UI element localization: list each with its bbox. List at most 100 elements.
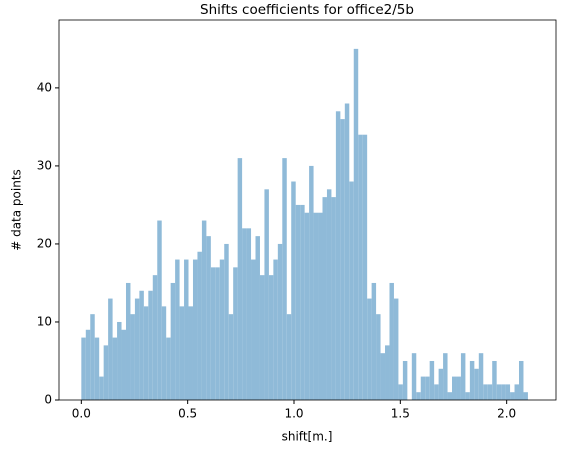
bar <box>121 329 126 400</box>
bar <box>237 158 243 400</box>
bar <box>170 282 176 400</box>
bar <box>322 197 327 400</box>
bar <box>175 259 180 400</box>
bar <box>139 290 144 400</box>
y-tick-label: 0 <box>44 393 52 407</box>
bar <box>496 384 502 400</box>
bar <box>514 384 519 400</box>
bar <box>478 353 484 400</box>
bar <box>108 298 113 400</box>
bar <box>157 220 162 400</box>
bar <box>416 392 421 400</box>
bar <box>362 134 368 400</box>
bar <box>215 267 220 400</box>
bar <box>282 158 287 400</box>
bar <box>246 228 252 400</box>
bar <box>465 392 470 400</box>
bar <box>434 384 439 400</box>
bar <box>143 306 149 400</box>
bar <box>447 392 453 400</box>
bar <box>469 360 475 400</box>
bar <box>309 165 314 400</box>
bar <box>188 306 193 400</box>
bar <box>402 360 408 400</box>
y-tick-label: 40 <box>37 80 52 94</box>
bar <box>304 212 310 400</box>
bar <box>130 314 135 400</box>
bar <box>460 353 466 400</box>
bar <box>206 236 211 400</box>
bar <box>344 103 350 401</box>
bar <box>510 392 515 400</box>
bar <box>483 384 488 400</box>
bar <box>518 360 524 400</box>
bar <box>326 189 332 400</box>
bar <box>184 259 189 400</box>
bar <box>201 220 207 400</box>
bar <box>452 376 457 400</box>
bar <box>420 376 426 400</box>
bar <box>474 368 479 400</box>
bar <box>367 298 372 400</box>
bar <box>161 306 167 400</box>
bar <box>291 181 296 400</box>
bar <box>90 314 95 400</box>
bar <box>255 236 260 400</box>
bar <box>335 111 341 400</box>
bar <box>295 204 301 400</box>
bar <box>148 290 153 400</box>
bar <box>273 259 278 400</box>
x-tick-label: 1.5 <box>391 407 410 421</box>
bar <box>251 259 256 400</box>
bar <box>117 321 122 400</box>
bar <box>242 228 247 400</box>
bar <box>411 353 417 400</box>
bar <box>358 134 363 400</box>
bar <box>349 181 354 400</box>
y-axis-label: # data points <box>10 169 24 251</box>
y-tick-label: 30 <box>37 158 52 172</box>
y-tick-label: 10 <box>37 314 52 328</box>
bar <box>192 259 198 400</box>
bar <box>331 197 336 400</box>
bar <box>81 337 86 400</box>
bar <box>268 275 274 400</box>
bar <box>277 243 283 400</box>
bar <box>398 384 403 400</box>
bar <box>505 384 511 400</box>
bar <box>523 392 528 400</box>
bar <box>99 376 104 400</box>
bar <box>376 314 381 400</box>
bar <box>112 337 118 400</box>
bar <box>103 345 109 400</box>
plot-frame <box>58 19 557 401</box>
bar <box>166 337 171 400</box>
chart-title: Shifts coefficients for office2/5b <box>200 2 414 18</box>
bar <box>425 376 430 400</box>
x-tick-label: 2.0 <box>497 407 516 421</box>
bar <box>286 314 292 400</box>
bar <box>94 337 100 400</box>
bar <box>393 298 399 400</box>
bar <box>429 360 435 400</box>
x-axis-label: shift[m.] <box>282 430 333 444</box>
bar <box>233 267 238 400</box>
bar <box>264 189 269 400</box>
bar <box>300 204 305 400</box>
bar <box>487 384 493 400</box>
bar <box>318 212 323 400</box>
bar <box>443 353 448 400</box>
bar <box>210 267 216 400</box>
bar <box>501 384 506 400</box>
y-tick-label: 20 <box>37 236 52 250</box>
bar <box>371 282 377 400</box>
bar <box>380 353 386 400</box>
bar <box>219 259 225 400</box>
bar <box>224 243 229 400</box>
bar <box>353 48 359 400</box>
bar <box>438 368 444 400</box>
bar <box>85 329 91 400</box>
bar <box>259 275 265 400</box>
